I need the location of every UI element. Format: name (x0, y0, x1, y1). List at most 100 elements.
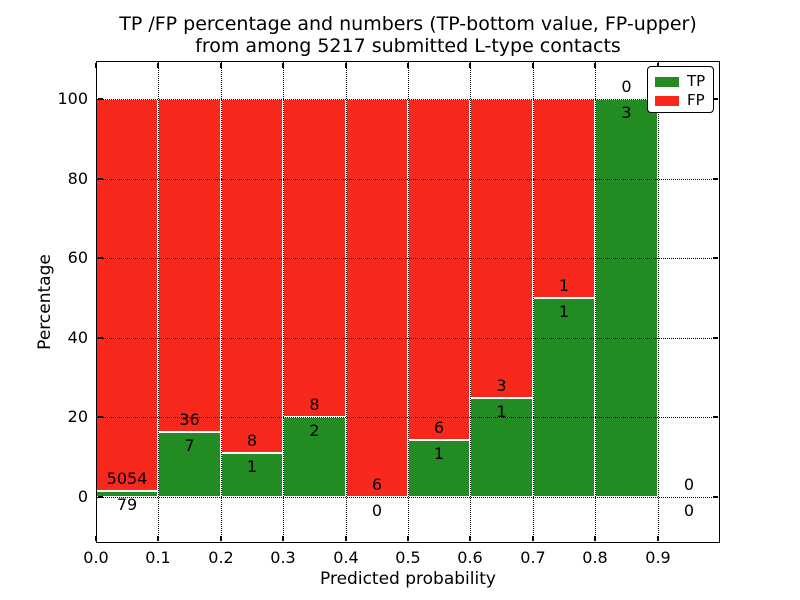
fp-bar-segment (96, 99, 158, 491)
x-tick-mark (469, 63, 471, 68)
fp-count-label: 1 (558, 276, 570, 295)
tp-count-label: 7 (184, 436, 195, 456)
x-tick-mark (657, 536, 659, 541)
x-tick-mark (345, 536, 347, 541)
chart-title-line2: from among 5217 submitted L-type contact… (195, 35, 621, 57)
fp-bar-segment (221, 99, 283, 453)
fp-count-label: 0 (621, 77, 632, 96)
tp-bar-segment (595, 99, 658, 497)
y-tick-label: 20 (67, 407, 88, 427)
y-tick-mark (98, 337, 103, 339)
fp-count-label: 8 (246, 430, 258, 450)
x-tick-label: 0.2 (208, 548, 234, 567)
chart-title-line1: TP /FP percentage and numbers (TP-bottom… (119, 13, 697, 35)
y-tick-mark (98, 257, 103, 259)
tp-count-label: 2 (309, 421, 320, 441)
x-tick-mark (469, 536, 471, 541)
y-tick-mark (98, 98, 103, 100)
y-tick-mark (98, 416, 103, 418)
x-tick-label: 0.3 (270, 548, 296, 567)
x-tick-mark (282, 63, 284, 68)
fp-count-label: 0 (683, 475, 695, 494)
tp-count-label: 3 (621, 103, 632, 122)
y-tick-label: 100 (57, 89, 88, 108)
tp-legend-swatch (655, 76, 679, 87)
tp-legend-label: TP (687, 72, 706, 90)
x-tick-label: 0.8 (582, 548, 608, 567)
fp-bar-segment (158, 99, 221, 433)
x-tick-mark (157, 63, 159, 68)
y-tick-mark (713, 416, 718, 418)
fp-count-label: 3 (496, 375, 507, 395)
x-tick-mark (532, 63, 534, 68)
y-tick-mark (713, 496, 718, 498)
x-tick-mark (345, 63, 347, 68)
x-tick-mark (282, 536, 284, 541)
tp-count-label: 1 (246, 456, 258, 476)
fp-count-label: 36 (179, 410, 200, 430)
v-gridline (408, 61, 409, 543)
x-tick-mark (657, 63, 659, 68)
x-tick-mark (95, 536, 97, 541)
chart-title: TP /FP percentage and numbers (TP-bottom… (96, 13, 720, 57)
x-tick-mark (95, 63, 97, 68)
tp-bar-segment (158, 432, 221, 497)
tp-count-label: 79 (116, 494, 138, 514)
tp-bar-segment (283, 417, 346, 497)
fp-bar-segment (408, 99, 470, 441)
fp-count-label: 5054 (106, 468, 148, 488)
v-gridline (283, 61, 284, 543)
legend-item-fp: FP (655, 92, 707, 109)
x-tick-label: 0.5 (395, 548, 421, 567)
v-gridline (470, 61, 471, 543)
x-tick-label: 0.7 (520, 548, 546, 567)
tp-count-label: 1 (433, 444, 445, 464)
y-tick-mark (713, 98, 718, 100)
x-tick-label: 0.6 (457, 548, 483, 567)
x-tick-mark (220, 63, 222, 68)
fp-bar-segment (470, 99, 533, 398)
x-tick-mark (407, 536, 409, 541)
x-axis-label: Predicted probability (320, 569, 496, 589)
legend: TP FP (647, 66, 714, 113)
x-tick-mark (594, 536, 596, 541)
y-tick-mark (713, 178, 718, 180)
x-tick-mark (220, 536, 222, 541)
legend-item-tp: TP (655, 73, 707, 90)
v-gridline (658, 61, 659, 543)
tp-count-label: 1 (558, 302, 570, 321)
tp-count-label: 0 (683, 501, 695, 520)
tp-bar-segment (470, 397, 533, 497)
y-tick-label: 40 (67, 327, 88, 347)
v-gridline (533, 61, 534, 543)
y-tick-label: 60 (67, 248, 88, 268)
v-gridline (221, 61, 222, 543)
x-tick-label: 0.9 (645, 548, 671, 567)
fp-legend-label: FP (687, 91, 705, 109)
y-tick-mark (713, 337, 718, 339)
x-tick-mark (407, 63, 409, 68)
fp-bar-segment (533, 99, 595, 298)
fp-legend-swatch (655, 95, 679, 106)
v-gridline (346, 61, 347, 543)
x-tick-mark (532, 536, 534, 541)
y-tick-mark (98, 496, 103, 498)
fp-bar-segment (346, 99, 408, 497)
v-gridline (595, 61, 596, 543)
fp-count-label: 8 (309, 395, 320, 415)
fp-count-label: 6 (433, 418, 445, 438)
x-tick-mark (594, 63, 596, 68)
tp-count-label: 0 (371, 501, 383, 520)
y-tick-mark (713, 257, 718, 259)
tp-count-label: 1 (496, 401, 507, 421)
v-gridline (158, 61, 159, 543)
tp-bar-segment (533, 298, 595, 497)
x-tick-label: 0.1 (145, 548, 171, 567)
x-tick-label: 0.4 (333, 548, 359, 567)
fp-count-label: 6 (371, 475, 383, 494)
x-tick-mark (157, 536, 159, 541)
y-tick-label: 0 (77, 487, 88, 506)
y-tick-label: 80 (67, 168, 88, 188)
x-tick-label: 0.0 (83, 548, 109, 567)
